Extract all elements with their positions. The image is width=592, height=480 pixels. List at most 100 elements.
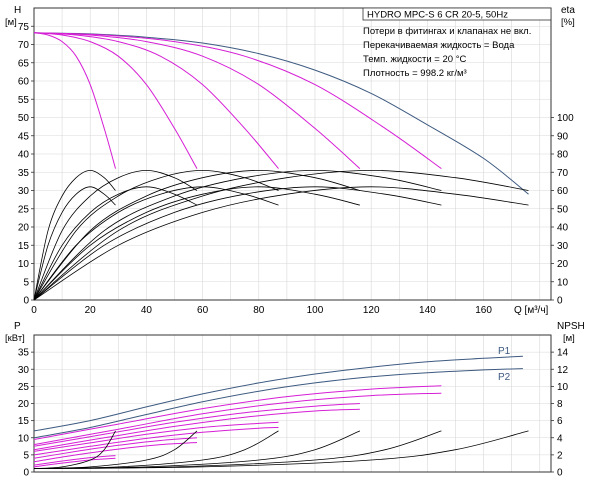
series-power-p2 (33, 368, 523, 439)
series-eta-5-pumps-b (33, 186, 442, 301)
right-tick-label: 80 (557, 150, 569, 161)
left-tick-label: 25 (18, 204, 30, 215)
series-eta-2-pumps (33, 169, 198, 301)
series-label-p1: P1 (498, 346, 511, 357)
x-tick-label: 120 (363, 305, 380, 316)
series-head-1-pump (33, 32, 116, 169)
series-head-2-pumps (33, 32, 198, 169)
head-axis-unit: [м] (5, 17, 17, 28)
right-tick-label: 4 (557, 433, 563, 444)
series-power-1-pump-b (33, 457, 116, 468)
series-eta-3-pumps-b (33, 186, 279, 301)
left-tick-label: 15 (18, 416, 30, 427)
left-tick-label: 35 (18, 168, 30, 179)
right-tick-label: 8 (557, 399, 563, 410)
x-tick-label: 100 (307, 305, 324, 316)
right-tick-label: 100 (557, 113, 574, 124)
series-eta-6-pumps-b (33, 186, 529, 301)
left-tick-label: 15 (18, 241, 30, 252)
left-tick-label: 25 (18, 382, 30, 393)
power-grid (34, 335, 551, 472)
right-tick-label: 50 (557, 204, 569, 215)
right-tick-label: 90 (557, 131, 569, 142)
left-tick-label: 30 (18, 365, 30, 376)
info-note-liquid: Перекачиваемая жидкость = Вода (363, 40, 515, 51)
series-power-p1 (33, 355, 523, 432)
series-power-3-pumps-b (33, 427, 279, 456)
left-tick-label: 65 (18, 58, 30, 69)
left-tick-label: 30 (18, 186, 30, 197)
series-eta-2-pumps-b (33, 186, 198, 301)
left-tick-label: 40 (18, 150, 30, 161)
series-npsh-1-pump (33, 430, 116, 469)
series-power-5-pumps-b (33, 392, 442, 446)
left-tick-label: 0 (23, 296, 29, 307)
head-curves (33, 32, 529, 301)
left-tick-label: 35 (18, 348, 30, 359)
head-tick-labels: 0 5 10 15 20 25 30 35 40 45 50 55 60 65 70 75 0 10 20 30 40 5… (18, 22, 574, 316)
info-note-density: Плотность = 998.2 кг/м³ (363, 68, 467, 79)
series-power-2-pumps (33, 437, 198, 459)
right-tick-label: 20 (557, 259, 569, 270)
series-power-1-pump (33, 455, 116, 466)
x-tick-label: 140 (419, 305, 436, 316)
series-power-5-pumps (33, 385, 442, 440)
left-tick-label: 5 (23, 450, 29, 461)
left-tick-label: 20 (18, 223, 30, 234)
flow-axis-label: Q [м³/ч] (514, 305, 549, 316)
series-npsh-5-pumps (33, 430, 442, 469)
power-axis-label: P (14, 321, 21, 332)
series-power-4-pumps-b (33, 408, 360, 451)
left-tick-label: 0 (23, 468, 29, 479)
x-tick-label: 20 (85, 305, 97, 316)
series-power-4-pumps (33, 403, 360, 447)
right-tick-label: 2 (557, 450, 563, 461)
x-tick-label: 40 (141, 305, 153, 316)
power-axis-unit: [кВт] (5, 333, 25, 344)
series-power-3-pumps (33, 421, 279, 452)
x-tick-label: 0 (31, 305, 37, 316)
series-head-3-pumps (33, 32, 279, 169)
right-tick-label: 6 (557, 416, 563, 427)
left-tick-label: 10 (18, 433, 30, 444)
right-tick-label: 10 (557, 277, 569, 288)
series-eta-1-pump-b (33, 186, 116, 301)
series-head-5-pumps (33, 32, 442, 170)
left-tick-label: 10 (18, 259, 30, 270)
info-note-losses: Потери в фитингах и клапанах не вкл. (363, 26, 531, 37)
left-tick-label: 5 (23, 277, 29, 288)
left-tick-label: 75 (18, 22, 30, 33)
head-axis-label: H (14, 5, 21, 16)
series-label-p2: P2 (498, 372, 511, 383)
series-eta-6-pumps (33, 169, 529, 301)
power-curves (33, 355, 529, 469)
npsh-axis-label: NPSH (557, 321, 585, 332)
x-tick-label: 80 (253, 305, 265, 316)
npsh-axis-unit: [м] (563, 333, 575, 344)
right-tick-label: 10 (557, 382, 569, 393)
info-note-temperature: Темп. жидкости = 20 °C (363, 54, 466, 65)
series-head-4-pumps (33, 32, 361, 169)
right-tick-label: 70 (557, 168, 569, 179)
right-tick-label: 40 (557, 223, 569, 234)
series-npsh-6-pumps (33, 430, 529, 469)
series-head-envelope (33, 32, 529, 195)
x-tick-label: 60 (197, 305, 209, 316)
series-eta-3-pumps (33, 169, 279, 301)
left-tick-label: 45 (18, 131, 30, 142)
series-eta-4-pumps (33, 169, 361, 301)
right-tick-label: 0 (557, 468, 563, 479)
left-tick-label: 70 (18, 40, 30, 51)
series-eta-1-pump (33, 169, 116, 301)
series-eta-5-pumps (33, 169, 442, 301)
left-tick-label: 50 (18, 113, 30, 124)
series-eta-4-pumps-b (33, 186, 360, 301)
right-tick-label: 60 (557, 186, 569, 197)
right-tick-label: 12 (557, 365, 569, 376)
right-tick-label: 30 (557, 241, 569, 252)
right-tick-label: 14 (557, 348, 569, 359)
power-tick-labels: 0 5 10 15 20 25 30 35 0 2 4 6 8 10 12 14 (18, 348, 569, 479)
efficiency-axis-label: eta (561, 5, 575, 16)
left-tick-label: 60 (18, 77, 30, 88)
